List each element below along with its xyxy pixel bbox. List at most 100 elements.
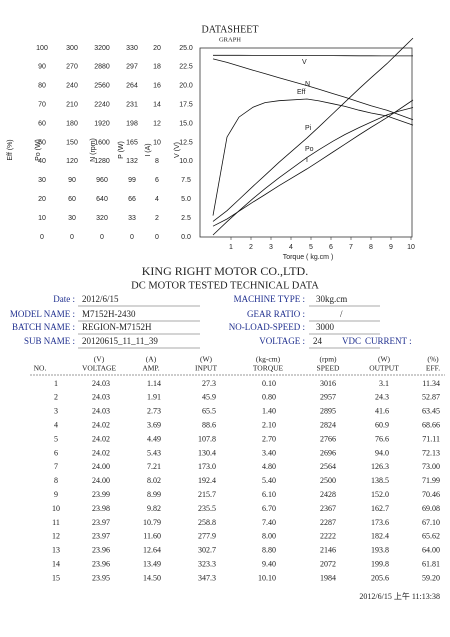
title: DATASHEET (202, 24, 259, 35)
curve (212, 99, 414, 227)
x-tick-label: 10 (407, 244, 415, 251)
unit-header: (W) (200, 355, 213, 364)
column-header: AMP. (142, 364, 159, 373)
y-tick-label: 330 (126, 45, 138, 52)
table-cell: 11.60 (143, 532, 161, 541)
y-tick-label: 210 (66, 102, 78, 109)
table-cell: 9.82 (147, 504, 161, 513)
y-tick-label: 1280 (94, 158, 110, 165)
table-cell: 1984 (320, 573, 336, 582)
table-cell: 235.5 (198, 504, 216, 513)
table-cell: 8.02 (147, 476, 161, 485)
info-extra: CURRENT : (365, 336, 412, 346)
y-tick-label: 640 (96, 196, 108, 203)
footer: 2012/6/15 上午 11:13:38 (359, 591, 440, 601)
x-axis-label: Torque ( kg.cm ) (283, 254, 334, 261)
curve (212, 58, 414, 121)
table-cell: 6.70 (262, 504, 276, 513)
info-label: BATCH NAME : (12, 322, 75, 332)
table-cell: 302.7 (198, 546, 216, 555)
table-cell: 45.9 (202, 393, 216, 402)
table-cell: 2895 (320, 407, 336, 416)
table-cell: 162.7 (371, 504, 389, 513)
curve-label: Pi (305, 125, 312, 132)
table-cell: 2287 (320, 518, 336, 527)
table-cell: 2766 (320, 434, 336, 443)
table-cell: 1.40 (262, 407, 276, 416)
table-cell: 138.5 (371, 476, 389, 485)
y-tick-label: 7.5 (181, 177, 191, 184)
table-cell: 199.8 (371, 560, 389, 569)
y-tick-label: 165 (126, 139, 138, 146)
column-header: SPEED (317, 364, 341, 373)
y-tick-label: 198 (126, 120, 138, 127)
table-cell: 10.10 (258, 573, 276, 582)
table-cell: 182.4 (371, 532, 389, 541)
table-cell: 2957 (320, 393, 336, 402)
y-tick-label: 30 (38, 177, 46, 184)
x-tick-label: 2 (249, 244, 253, 251)
table-cell: 63.45 (422, 407, 440, 416)
axis-label: V (V) (174, 142, 181, 158)
y-tick-label: 1600 (94, 139, 110, 146)
y-tick-label: 10 (153, 139, 161, 146)
x-tick-label: 3 (269, 244, 273, 251)
y-tick-label: 180 (66, 120, 78, 127)
y-tick-label: 40 (38, 158, 46, 165)
table-cell: 3.40 (262, 448, 276, 457)
table-cell: 24.02 (92, 448, 110, 457)
table-cell: 2824 (320, 421, 336, 430)
x-tick-label: 6 (329, 244, 333, 251)
y-tick-label: 100 (36, 45, 48, 52)
x-tick-label: 1 (229, 244, 233, 251)
info-label: MODEL NAME : (10, 309, 75, 319)
table-cell: 11.34 (422, 379, 440, 388)
table-cell: 2564 (320, 462, 336, 471)
table-cell: 11 (52, 518, 60, 527)
table-cell: 64.00 (422, 546, 440, 555)
table-cell: 59.20 (422, 573, 440, 582)
y-tick-label: 70 (38, 102, 46, 109)
table-cell: 23.95 (92, 573, 110, 582)
table-cell: 23.98 (92, 504, 110, 513)
table-cell: 88.6 (202, 421, 216, 430)
table-cell: 7.40 (262, 518, 276, 527)
y-tick-label: 25.0 (179, 45, 193, 52)
table-cell: 24.02 (92, 434, 110, 443)
table-cell: 0.80 (262, 393, 276, 402)
y-tick-label: 8 (155, 158, 159, 165)
y-tick-label: 30 (68, 215, 76, 222)
table-cell: 205.6 (371, 573, 389, 582)
curve-label: N (305, 81, 310, 88)
y-tick-label: 2 (155, 215, 159, 222)
column-header: TORQUE (253, 364, 284, 373)
info-label: Date : (53, 294, 75, 304)
y-tick-label: 2880 (94, 64, 110, 71)
table-cell: 173.6 (371, 518, 389, 527)
table-cell: 2.70 (262, 434, 276, 443)
y-tick-label: 960 (96, 177, 108, 184)
table-cell: 24.03 (92, 393, 110, 402)
info-value: 24 (313, 336, 323, 346)
table-cell: 27.3 (202, 379, 216, 388)
table-cell: 24.00 (92, 476, 110, 485)
table-cell: 13.49 (143, 560, 161, 569)
table-cell: 2500 (320, 476, 336, 485)
y-tick-label: 10 (38, 215, 46, 222)
table-cell: 23.97 (92, 518, 110, 527)
column-header: NO. (34, 364, 47, 373)
table-cell: 14 (52, 560, 60, 569)
y-tick-label: 0 (130, 234, 134, 241)
table-cell: 70.46 (422, 490, 440, 499)
column-header: OUTPUT (369, 364, 399, 373)
table-cell: 3016 (320, 379, 336, 388)
table-cell: 5 (54, 434, 58, 443)
table-cell: 152.0 (371, 490, 389, 499)
y-tick-label: 240 (66, 83, 78, 90)
curve-label: V (302, 59, 307, 66)
y-tick-label: 15.0 (179, 120, 193, 127)
axis-label: N (rpm) (90, 138, 97, 162)
table-cell: 5.43 (147, 448, 161, 457)
info-label: GEAR RATIO : (247, 309, 305, 319)
y-tick-label: 60 (38, 120, 46, 127)
